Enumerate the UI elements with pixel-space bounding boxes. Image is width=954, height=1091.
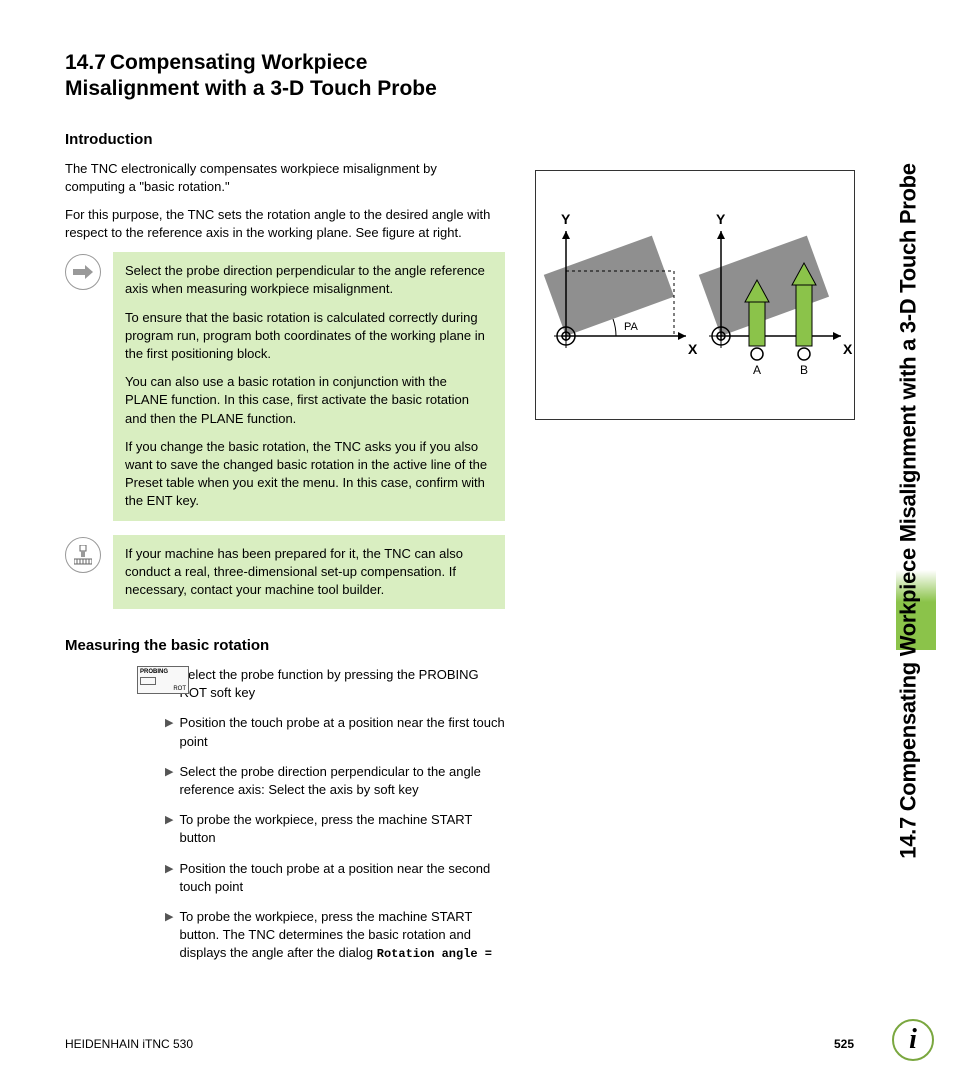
note-box-machine: If your machine has been prepared for it… bbox=[65, 535, 505, 610]
triangle-right-icon: ▶ bbox=[165, 860, 173, 896]
note1-p2: To ensure that the basic rotation is cal… bbox=[125, 309, 493, 364]
title-text: Compensating Workpiece Misalignment with… bbox=[65, 51, 437, 100]
page-title: 14.7Compensating Workpiece Misalignment … bbox=[65, 50, 485, 103]
info-icon: i bbox=[892, 1019, 934, 1061]
step-item: ▶To probe the workpiece, press the machi… bbox=[165, 908, 505, 963]
label-y1: Y bbox=[561, 211, 571, 227]
triangle-right-icon: ▶ bbox=[165, 763, 173, 799]
label-x1: X bbox=[688, 341, 698, 357]
triangle-right-icon: ▶ bbox=[165, 908, 173, 963]
note1-p4: If you change the basic rotation, the TN… bbox=[125, 438, 493, 511]
label-pa: PA bbox=[624, 321, 639, 333]
intro-p1: The TNC electronically compensates workp… bbox=[65, 160, 495, 196]
footer-doc: HEIDENHAIN iTNC 530 bbox=[65, 1037, 193, 1051]
step-item: ▶Select the probe direction perpendicula… bbox=[165, 763, 505, 799]
step-list: ▶Select the probe function by pressing t… bbox=[165, 666, 505, 963]
rotation-diagram: PA Y X bbox=[535, 170, 855, 420]
probing-rot-softkey: PROBING ROT bbox=[137, 666, 189, 694]
label-a: A bbox=[753, 363, 761, 377]
intro-p2: For this purpose, the TNC sets the rotat… bbox=[65, 206, 495, 242]
note1-p1: Select the probe direction perpendicular… bbox=[125, 262, 493, 298]
label-b: B bbox=[800, 363, 808, 377]
arrow-right-icon bbox=[65, 254, 101, 290]
page-number: 525 bbox=[834, 1037, 854, 1051]
step-item: ▶Position the touch probe at a position … bbox=[165, 860, 505, 896]
step-item: ▶Position the touch probe at a position … bbox=[165, 714, 505, 750]
note-box-arrow: Select the probe direction perpendicular… bbox=[65, 252, 505, 520]
step-item: ▶Select the probe function by pressing t… bbox=[165, 666, 505, 702]
triangle-right-icon: ▶ bbox=[165, 811, 173, 847]
label-y2: Y bbox=[716, 211, 726, 227]
heading-introduction: Introduction bbox=[65, 131, 854, 148]
page-footer: HEIDENHAIN iTNC 530 525 bbox=[65, 1037, 854, 1051]
note1-p3: You can also use a basic rotation in con… bbox=[125, 373, 493, 428]
label-x2: X bbox=[843, 341, 853, 357]
note2-p1: If your machine has been prepared for it… bbox=[125, 545, 493, 600]
heading-measuring: Measuring the basic rotation bbox=[65, 637, 854, 654]
step-item: ▶To probe the workpiece, press the machi… bbox=[165, 811, 505, 847]
section-number: 14.7 bbox=[65, 51, 106, 74]
triangle-right-icon: ▶ bbox=[165, 714, 173, 750]
machine-icon bbox=[65, 537, 101, 573]
